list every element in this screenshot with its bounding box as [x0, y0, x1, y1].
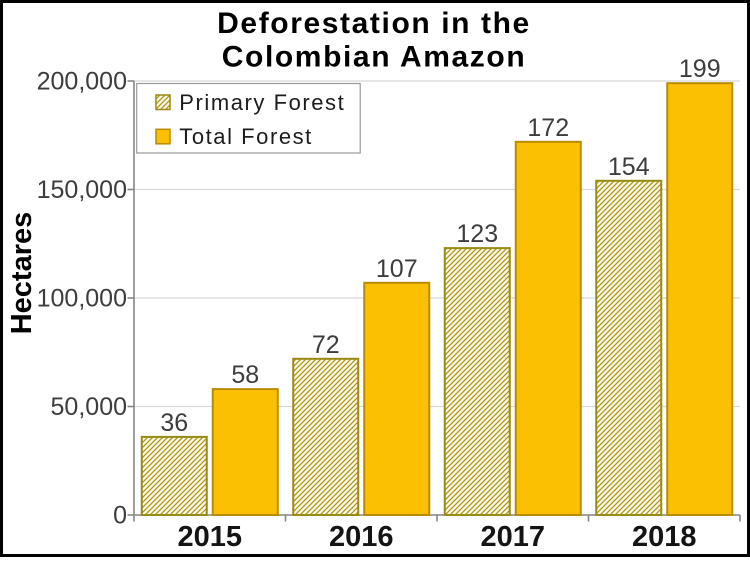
svg-text:2016: 2016 — [329, 521, 394, 553]
svg-text:Colombian Amazon: Colombian Amazon — [222, 41, 527, 74]
svg-text:58: 58 — [231, 361, 259, 389]
svg-text:199: 199 — [679, 55, 721, 83]
svg-text:Deforestation in the: Deforestation in the — [217, 7, 531, 40]
svg-text:100,000: 100,000 — [37, 285, 127, 313]
svg-text:50,000: 50,000 — [51, 393, 127, 421]
svg-text:150,000: 150,000 — [37, 176, 127, 204]
svg-text:154: 154 — [608, 153, 650, 181]
svg-text:123: 123 — [456, 220, 498, 248]
svg-text:2015: 2015 — [177, 521, 242, 553]
svg-text:Total Forest: Total Forest — [179, 124, 313, 149]
svg-text:72: 72 — [312, 331, 340, 359]
svg-text:107: 107 — [376, 255, 418, 283]
svg-text:2017: 2017 — [480, 521, 545, 553]
svg-text:Primary Forest: Primary Forest — [179, 90, 345, 115]
svg-text:36: 36 — [160, 409, 188, 437]
svg-text:200,000: 200,000 — [37, 68, 127, 96]
svg-text:172: 172 — [527, 114, 569, 142]
svg-text:2018: 2018 — [632, 521, 697, 553]
svg-text:Hectares: Hectares — [6, 212, 38, 335]
svg-text:0: 0 — [113, 502, 127, 530]
